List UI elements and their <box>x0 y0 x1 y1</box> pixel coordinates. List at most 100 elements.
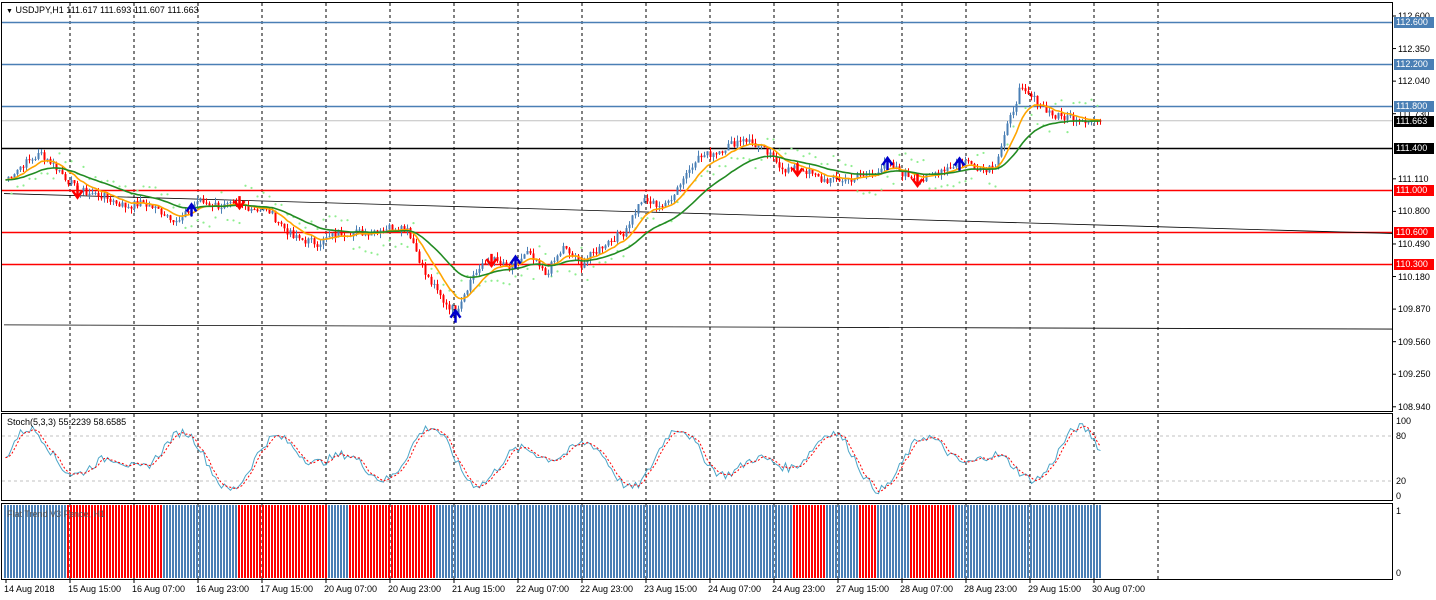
price-axis-label: 112.600 <box>1398 11 1430 21</box>
sar-dot <box>160 193 163 196</box>
candle-body <box>415 243 418 252</box>
time-axis-label: 23 Aug 15:00 <box>644 584 698 594</box>
flat-trend-bar <box>439 505 441 578</box>
flat-trend-bar <box>1060 505 1062 578</box>
sar-dot <box>280 203 283 207</box>
flat-trend-bar <box>1045 505 1047 578</box>
flat-trend-bar <box>175 505 177 578</box>
sar-dot <box>778 148 781 151</box>
flat-trend-bar <box>94 505 96 578</box>
candle-body <box>784 169 787 173</box>
time-axis-label: 28 Aug 07:00 <box>900 584 954 594</box>
sar-dot <box>52 177 55 180</box>
collapse-triangle-icon[interactable]: ▼ <box>6 8 13 15</box>
candle-body <box>865 175 868 177</box>
flat-trend-bar <box>271 505 273 578</box>
candle-body <box>148 204 151 207</box>
flat-trend-bar <box>289 505 291 578</box>
flat-trend-bar <box>868 505 870 578</box>
flat-trend-bar <box>199 505 201 578</box>
flat-trend-bar <box>883 505 885 578</box>
candle-body <box>493 257 496 262</box>
candle-body <box>598 246 601 254</box>
flat-trend-bar <box>520 505 522 578</box>
candle-body <box>124 202 127 208</box>
price-axis-label: 110.490 <box>1398 238 1430 249</box>
sar-dot <box>976 153 979 157</box>
flat-trend-bar <box>49 505 51 578</box>
candle-body <box>616 232 619 242</box>
flat-trend-bar <box>862 505 864 578</box>
candle-body <box>703 155 706 158</box>
flat-trend-bar <box>589 505 591 578</box>
flat-trend-bar <box>517 505 519 578</box>
flat-trend-bar <box>583 505 585 578</box>
flat-trend-bar <box>334 505 336 578</box>
candle-body <box>619 232 622 235</box>
candle-body <box>559 253 562 256</box>
flat-trend-bar <box>640 505 642 578</box>
sar-dot <box>748 158 751 161</box>
candle-body <box>385 229 388 231</box>
candle-body <box>508 265 511 270</box>
flat-trend-bar <box>616 505 618 578</box>
flat-trend-bar <box>661 505 663 578</box>
candle-body <box>649 201 652 204</box>
flat-trend-bar <box>835 505 837 578</box>
sar-dot <box>610 257 613 260</box>
buy-arrow-icon <box>185 202 198 217</box>
sar-dot <box>826 162 829 166</box>
flat-trend-bar <box>394 505 396 578</box>
candle-body <box>970 161 973 164</box>
current-price-box: 111.663 <box>1394 115 1434 127</box>
candle-body <box>1015 103 1018 112</box>
candle-body <box>526 251 529 255</box>
candle-body <box>163 214 166 216</box>
flat-trend-bar <box>211 505 213 578</box>
candle-body <box>562 246 565 254</box>
flat-trend-bar <box>358 505 360 578</box>
sar-dot <box>1048 130 1051 133</box>
candle-body <box>808 169 811 174</box>
candle-body <box>883 162 886 169</box>
sar-dot <box>700 174 703 178</box>
sar-dot <box>40 172 43 175</box>
flat-trend-bar <box>19 505 21 578</box>
candle-body <box>268 208 271 214</box>
candle-body <box>43 152 46 160</box>
candle-body <box>817 173 820 177</box>
flat-trend-bar <box>574 505 576 578</box>
sar-dot <box>1036 122 1039 126</box>
candle-body <box>115 200 118 204</box>
flat-trend-bar <box>664 505 666 578</box>
sar-dot <box>796 149 799 152</box>
flat-trend-bar <box>16 505 18 578</box>
sar-dot <box>604 261 607 264</box>
sar-dot <box>862 192 865 195</box>
candle-body <box>544 268 547 275</box>
time-axis-label: 17 Aug 15:00 <box>260 584 314 594</box>
flat-trend-bar <box>232 505 234 578</box>
sar-dot <box>406 245 409 248</box>
flat-trend-bar <box>223 505 225 578</box>
flat-trend-bar <box>193 505 195 578</box>
flat-trend-bar <box>571 505 573 578</box>
flat-trend-bar <box>1024 505 1026 578</box>
candle-body <box>805 170 808 174</box>
flat-trend-bar <box>967 505 969 578</box>
candle-body <box>1012 111 1015 116</box>
candle-body <box>436 283 439 291</box>
candle-body <box>1072 115 1075 121</box>
flat-trend-bar <box>913 505 915 578</box>
candle-body <box>751 139 754 144</box>
level-price-box: 110.600 <box>1394 226 1434 238</box>
flat-trend-bar <box>856 505 858 578</box>
candle-body <box>688 169 691 173</box>
flat-trend-bar <box>295 505 297 578</box>
flat-trend-bar <box>652 505 654 578</box>
candle-body <box>997 156 1000 168</box>
sar-dot <box>490 279 493 282</box>
candle-body <box>730 141 733 144</box>
candle-body <box>484 263 487 265</box>
